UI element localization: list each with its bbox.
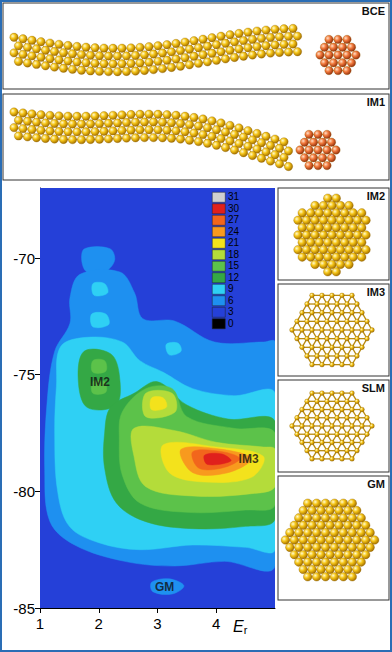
svg-text:-80: -80 — [13, 483, 35, 500]
svg-text:E: E — [233, 618, 244, 635]
svg-text:IM3: IM3 — [367, 286, 385, 298]
svg-text:24: 24 — [228, 226, 240, 237]
svg-text:0: 0 — [228, 318, 234, 329]
svg-text:3: 3 — [228, 306, 234, 317]
svg-text:6: 6 — [228, 295, 234, 306]
svg-text:31: 31 — [228, 191, 240, 202]
svg-text:-75: -75 — [13, 366, 35, 383]
svg-text:GM: GM — [367, 478, 385, 490]
svg-text:21: 21 — [228, 237, 240, 248]
svg-text:-85: -85 — [13, 600, 35, 617]
svg-text:SLM: SLM — [362, 382, 385, 394]
svg-text:IM3: IM3 — [239, 452, 259, 466]
svg-text:3: 3 — [153, 615, 161, 632]
svg-text:r: r — [244, 624, 248, 636]
svg-text:1: 1 — [36, 615, 44, 632]
svg-text:GM: GM — [155, 580, 174, 594]
svg-text:9: 9 — [228, 283, 234, 294]
svg-text:2: 2 — [95, 615, 103, 632]
svg-text:-70: -70 — [13, 250, 35, 267]
svg-text:IM2: IM2 — [90, 375, 110, 389]
svg-text:30: 30 — [228, 203, 240, 214]
svg-text:12: 12 — [228, 272, 240, 283]
svg-text:IM2: IM2 — [367, 190, 385, 202]
svg-text:4: 4 — [212, 615, 220, 632]
svg-text:27: 27 — [228, 214, 240, 225]
svg-text:BCE: BCE — [362, 5, 385, 17]
svg-text:IM1: IM1 — [367, 96, 385, 108]
svg-text:15: 15 — [228, 260, 240, 271]
svg-text:18: 18 — [228, 249, 240, 260]
